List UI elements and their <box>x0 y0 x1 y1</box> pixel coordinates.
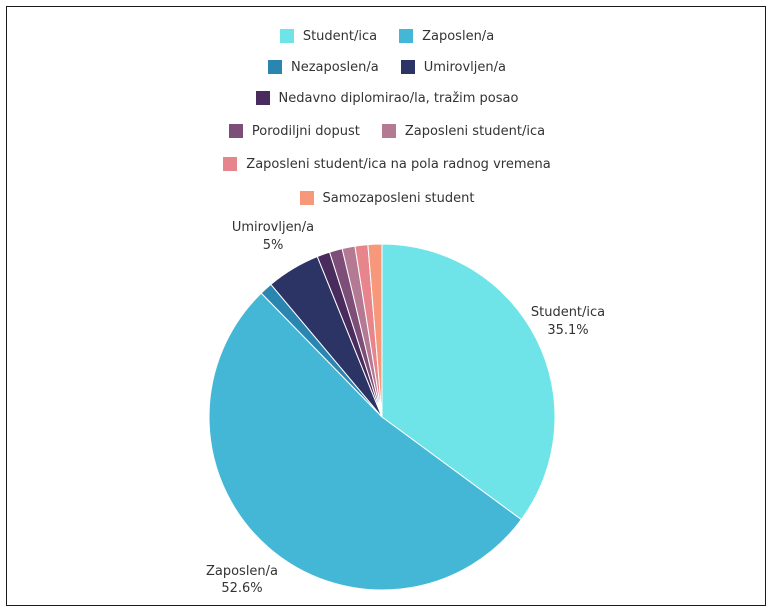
legend-row: Samozaposleni student <box>0 188 774 208</box>
legend-swatch <box>400 60 415 74</box>
legend-label: Zaposleni student/ica na pola radnog vre… <box>246 156 551 172</box>
pie-slice-samozaposleni-student <box>367 243 383 418</box>
legend-label: Nedavno diplomirao/la, tražim posao <box>278 90 519 106</box>
data-label-umirovljen-value: 5% <box>263 238 284 253</box>
pie-slice-student-ica <box>381 243 556 521</box>
legend-swatch <box>268 60 282 74</box>
legend-swatch <box>299 191 314 205</box>
legend-label: Nezaposlen/a <box>291 59 379 75</box>
legend-row: Nezaposlen/a Umirovljen/a <box>0 57 774 77</box>
legend-label: Zaposlen/a <box>422 28 495 44</box>
legend-row: Zaposleni student/ica na pola radnog vre… <box>0 154 774 174</box>
legend-label: Samozaposleni student <box>322 190 475 206</box>
legend-item-umirovljen: Umirovljen/a <box>400 59 506 75</box>
legend-swatch <box>255 91 270 105</box>
pie-slice-zaposlen-a <box>208 292 523 591</box>
data-label-zaposlen-name: Zaposlen/a <box>206 564 278 579</box>
data-label-zaposlen-value: 52.6% <box>221 581 262 593</box>
data-label-student-name: Student/ica <box>531 305 605 320</box>
pie-slices <box>208 243 556 591</box>
legend-item-zaposleni-student: Zaposleni student/ica <box>381 123 546 139</box>
legend-label: Zaposleni student/ica <box>404 123 546 139</box>
legend-row: Porodiljni dopust Zaposleni student/ica <box>0 121 774 141</box>
data-label-student-value: 35.1% <box>547 323 588 338</box>
legend-item-nezaposlen: Nezaposlen/a <box>268 60 379 75</box>
legend-item-student: Student/ica <box>279 28 378 44</box>
legend-item-nedavno-diplomirao: Nedavno diplomirao/la, tražim posao <box>255 90 519 106</box>
legend-swatch <box>399 29 414 43</box>
data-label-umirovljen-name: Umirovljen/a <box>232 220 314 235</box>
pie-chart: Student/ica 35.1% Umirovljen/a 5% Zaposl… <box>206 220 605 593</box>
legend-label: Porodiljni dopust <box>251 123 360 139</box>
legend-item-porodiljni: Porodiljni dopust <box>228 123 360 139</box>
legend-item-zaposlen: Zaposlen/a <box>399 29 494 44</box>
legend-item-pola-radnog-vremena: Zaposleni student/ica na pola radnog vre… <box>223 156 551 172</box>
legend-row: Student/ica Zaposlen/a <box>0 26 774 46</box>
legend-label: Student/ica <box>302 28 378 44</box>
legend-swatch <box>279 29 294 43</box>
legend-swatch <box>228 124 243 138</box>
legend-swatch <box>223 157 238 171</box>
legend-swatch <box>381 124 396 138</box>
legend-label: Umirovljen/a <box>423 59 506 75</box>
legend-row: Nedavno diplomirao/la, tražim posao <box>0 88 774 108</box>
legend-item-samozaposleni: Samozaposleni student <box>299 190 475 206</box>
